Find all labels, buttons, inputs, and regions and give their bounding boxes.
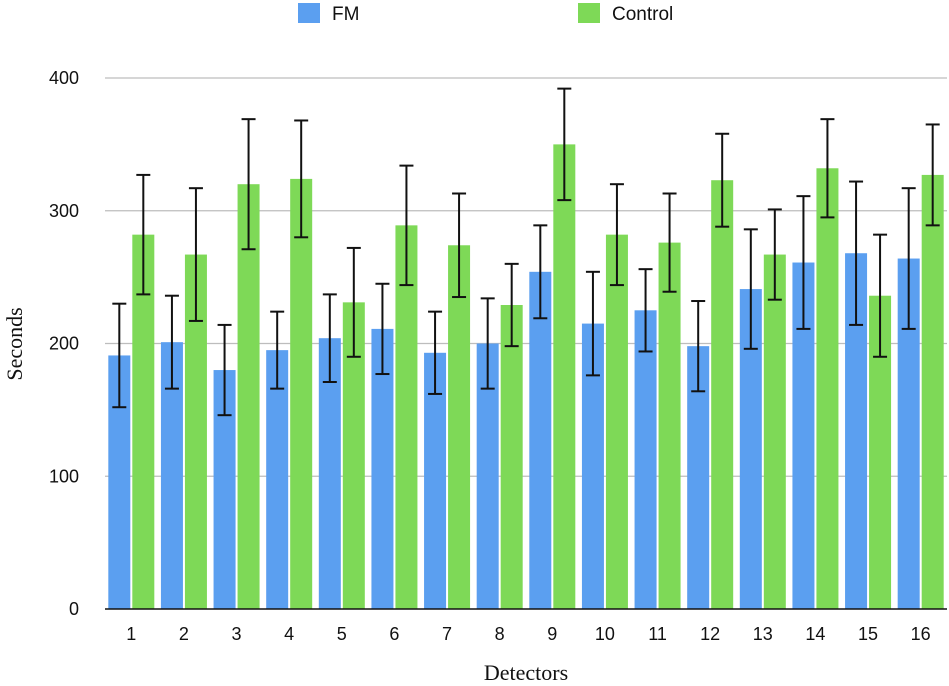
x-tick-label-4: 4 <box>284 624 294 644</box>
x-tick-label-5: 5 <box>337 624 347 644</box>
y-tick-label-400: 400 <box>49 68 79 88</box>
legend: FM Control <box>298 3 673 25</box>
bar-fm-9 <box>529 271 552 609</box>
bar-control-14 <box>816 168 839 609</box>
x-tick-label-6: 6 <box>389 624 399 644</box>
bar-fm-3 <box>213 370 236 609</box>
bar-fm-6 <box>371 328 394 609</box>
x-tick-label-9: 9 <box>547 624 557 644</box>
x-tick-label-12: 12 <box>700 624 720 644</box>
error-bar-control-6 <box>399 164 414 287</box>
error-bar-fm-10 <box>585 270 600 377</box>
y-axis-title: Seconds <box>2 307 27 380</box>
error-bar-fm-15 <box>849 180 864 326</box>
error-bars <box>112 87 940 417</box>
error-bar-fm-11 <box>638 268 653 353</box>
error-bar-fm-8 <box>480 297 495 390</box>
x-tick-label-11: 11 <box>648 624 667 644</box>
x-tick-label-8: 8 <box>495 624 505 644</box>
error-bar-fm-13 <box>743 228 758 350</box>
error-bar-fm-3 <box>217 323 232 417</box>
x-tick-label-1: 1 <box>126 624 136 644</box>
legend-swatch-control <box>578 3 600 23</box>
error-bar-fm-9 <box>533 224 548 320</box>
legend-label-fm: FM <box>332 4 359 25</box>
error-bar-control-10 <box>609 183 624 287</box>
error-bar-control-4 <box>294 119 309 239</box>
error-bar-control-13 <box>767 208 782 301</box>
bar-control-12 <box>711 180 734 609</box>
x-tick-label-2: 2 <box>179 624 189 644</box>
bar-fm-11 <box>634 310 657 609</box>
bar-control-5 <box>342 302 365 609</box>
bar-control-3 <box>237 184 260 609</box>
y-axis-ticks: 0 100 200 300 400 <box>49 68 79 619</box>
bar-control-16 <box>921 174 944 609</box>
bar-control-11 <box>658 242 681 610</box>
bar-fm-13 <box>739 289 762 609</box>
bar-fm-14 <box>792 262 815 609</box>
bar-fm-1 <box>108 355 131 609</box>
error-bar-fm-4 <box>270 310 285 390</box>
y-tick-label-0: 0 <box>69 599 79 619</box>
bar-fm-7 <box>424 352 447 609</box>
error-bar-fm-6 <box>375 282 390 376</box>
error-bar-control-15 <box>873 233 888 358</box>
error-bar-fm-7 <box>428 310 443 395</box>
bar-control-8 <box>500 305 523 609</box>
x-tick-label-15: 15 <box>858 624 878 644</box>
error-bar-control-11 <box>662 192 677 293</box>
error-bar-fm-5 <box>322 293 337 383</box>
x-tick-label-10: 10 <box>595 624 615 644</box>
x-tick-label-7: 7 <box>442 624 452 644</box>
bar-control-13 <box>763 254 786 609</box>
bar-control-4 <box>290 178 313 609</box>
error-bar-control-12 <box>715 132 730 228</box>
error-bar-fm-2 <box>164 294 179 390</box>
error-bar-control-7 <box>452 192 467 299</box>
bar-fm-4 <box>266 350 289 609</box>
y-tick-label-100: 100 <box>49 466 79 486</box>
x-tick-label-16: 16 <box>911 624 931 644</box>
error-bar-fm-14 <box>796 195 811 330</box>
error-bar-control-9 <box>557 87 572 202</box>
error-bar-control-2 <box>188 187 203 322</box>
bar-control-7 <box>448 245 471 609</box>
error-bar-control-8 <box>504 262 519 348</box>
error-bar-fm-16 <box>901 187 916 330</box>
error-bar-fm-12 <box>691 300 706 393</box>
bar-control-10 <box>605 234 628 609</box>
bar-control-6 <box>395 225 418 610</box>
error-bar-control-14 <box>820 118 835 219</box>
x-axis-ticks: 1 2 3 4 5 6 7 8 9 10 11 12 13 14 15 16 <box>126 624 930 644</box>
bar-fm-5 <box>318 338 341 609</box>
error-bar-fm-1 <box>112 302 127 409</box>
legend-swatch-fm <box>298 3 320 23</box>
bar-control-2 <box>184 254 207 609</box>
y-tick-label-300: 300 <box>49 201 79 221</box>
bar-control-1 <box>132 234 155 609</box>
error-bar-control-16 <box>925 123 940 227</box>
bar-control-9 <box>553 144 576 609</box>
error-bar-control-3 <box>241 118 256 251</box>
bar-fm-16 <box>897 258 920 609</box>
y-tick-label-200: 200 <box>49 334 79 354</box>
bar-control-15 <box>869 295 892 609</box>
bar-fm-8 <box>476 343 499 609</box>
error-bar-control-1 <box>136 173 151 296</box>
x-tick-label-14: 14 <box>805 624 825 644</box>
error-bar-control-5 <box>346 246 361 358</box>
x-tick-label-13: 13 <box>753 624 773 644</box>
x-axis-title: Detectors <box>484 660 568 685</box>
legend-label-control: Control <box>612 4 673 25</box>
x-tick-label-3: 3 <box>232 624 242 644</box>
bars <box>108 144 944 610</box>
bar-fm-2 <box>160 342 183 609</box>
bar-fm-12 <box>687 346 710 609</box>
bar-fm-10 <box>581 323 604 609</box>
bar-fm-15 <box>845 253 868 610</box>
